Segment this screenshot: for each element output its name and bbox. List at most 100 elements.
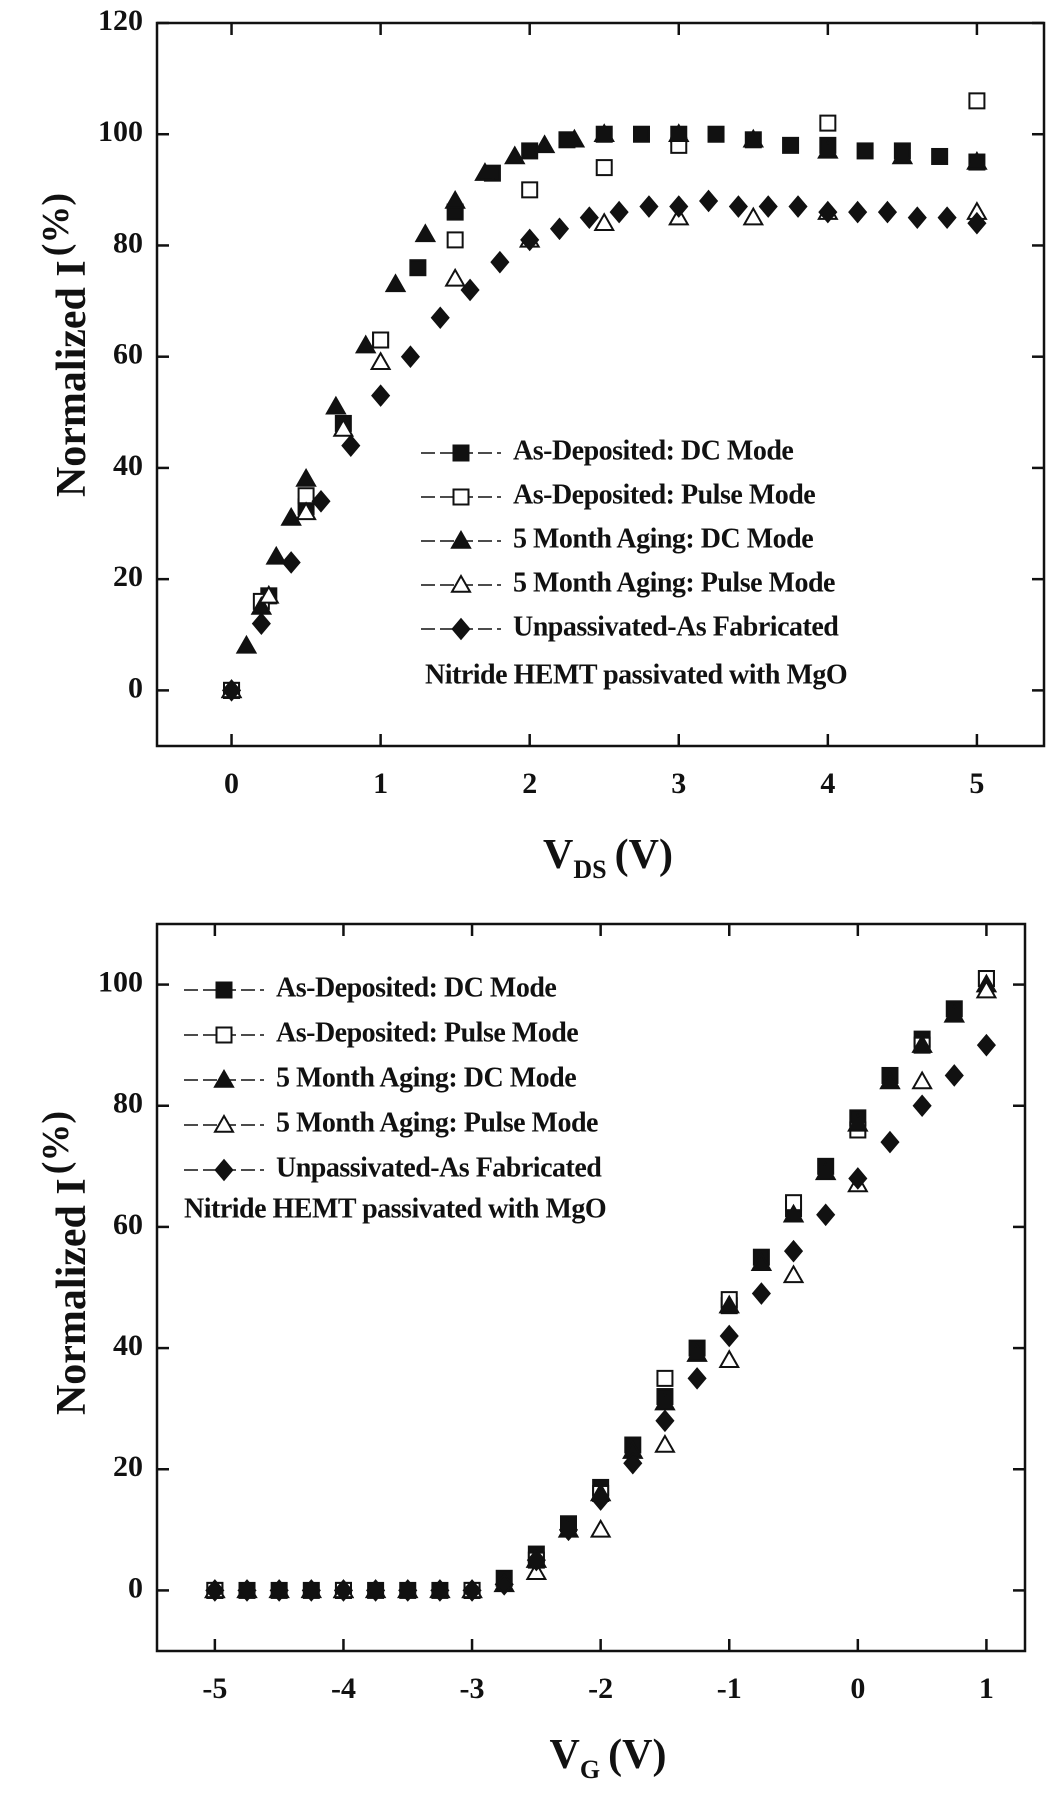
data-point — [549, 217, 570, 241]
x-tick-label: -3 — [460, 1672, 485, 1705]
data-point — [817, 139, 839, 159]
data-point — [332, 417, 355, 437]
data-point — [668, 123, 690, 142]
data-point — [490, 250, 510, 274]
data-point — [718, 1349, 740, 1368]
data-point — [848, 1167, 868, 1190]
data-point — [880, 1130, 900, 1154]
x-tick-label: 3 — [671, 767, 686, 800]
y-axis-label: Normalized I(%) — [35, 1111, 95, 1415]
data-point — [686, 1343, 708, 1362]
y-tick-label: 60 — [113, 338, 143, 371]
data-point — [372, 331, 390, 349]
data-point — [719, 1324, 739, 1348]
annotation: Nitride HEMT passivated with MgO — [425, 659, 847, 690]
x-axis-label: VDS (V) — [543, 832, 673, 884]
y-tick-label: 40 — [113, 449, 143, 482]
data-point — [558, 1518, 579, 1542]
legend-marker — [450, 529, 472, 549]
data-point — [494, 1573, 514, 1596]
legend-marker — [213, 1113, 235, 1133]
y-tick-label: 20 — [113, 560, 143, 593]
legend-label: As-Deposited: Pulse Mode — [513, 479, 815, 510]
x-tick-label: 4 — [820, 767, 835, 800]
y-axis-label: Normalized I(%) — [35, 193, 95, 497]
data-point — [818, 200, 838, 224]
data-point — [563, 128, 586, 148]
data-point — [782, 1203, 805, 1223]
data-point — [654, 1434, 676, 1453]
x-axis-label-sub: G — [580, 1755, 600, 1784]
x-tick-label: 1 — [373, 767, 388, 800]
x-tick-label: 2 — [522, 767, 537, 800]
data-point — [593, 212, 615, 231]
data-point — [400, 345, 420, 368]
data-point — [280, 506, 302, 526]
x-axis-label-unit: (V) — [608, 1732, 666, 1778]
data-point — [297, 487, 315, 505]
plot-frame — [155, 922, 1027, 1653]
data-point — [742, 128, 765, 148]
data-point — [474, 162, 496, 181]
legend-label: As-Deposited: Pulse Mode — [276, 1017, 578, 1048]
data-point — [718, 1294, 740, 1314]
data-point — [879, 1070, 901, 1090]
data-point — [814, 1161, 837, 1181]
y-tick-label: 40 — [113, 1329, 143, 1362]
legend-label: As-Deposited: DC Mode — [276, 972, 556, 1003]
data-point — [699, 189, 719, 213]
y-axis-label-unit: (%) — [35, 193, 77, 256]
y-tick-label: 120 — [98, 4, 143, 37]
data-point — [251, 612, 271, 635]
data-point — [819, 114, 837, 132]
data-point — [325, 395, 347, 415]
data-point — [235, 634, 258, 654]
data-point — [966, 151, 988, 170]
legend-marker — [452, 488, 470, 506]
y-tick-label: 100 — [98, 965, 143, 998]
data-point — [591, 1488, 611, 1511]
legend-label: 5 Month Aging: DC Mode — [276, 1062, 576, 1093]
data-point — [269, 1579, 289, 1602]
data-point — [593, 123, 615, 142]
legend-marker — [213, 1068, 235, 1088]
data-point — [258, 584, 280, 604]
data-point — [788, 195, 808, 218]
data-point — [943, 1003, 965, 1023]
data-point — [931, 147, 949, 165]
data-point — [333, 1579, 354, 1602]
y-tick-label: 20 — [113, 1450, 143, 1483]
legend-label: 5 Month Aging: DC Mode — [513, 523, 813, 554]
x-tick-label: 5 — [969, 767, 984, 800]
y-tick-label: 0 — [128, 1571, 143, 1604]
data-point — [446, 231, 464, 249]
data-point — [758, 195, 778, 218]
data-point — [504, 145, 526, 165]
data-point — [237, 1579, 257, 1602]
data-point — [430, 306, 450, 330]
annotation: Nitride HEMT passivated with MgO — [184, 1193, 606, 1224]
data-point — [856, 142, 874, 160]
data-point — [632, 125, 650, 143]
data-point — [742, 206, 765, 226]
data-point — [589, 1518, 612, 1538]
data-point — [911, 1034, 933, 1053]
data-point — [907, 206, 927, 229]
data-point — [669, 195, 689, 218]
data-point — [877, 200, 898, 224]
x-tick-label: -1 — [717, 1672, 742, 1705]
x-axis-label-unit: (V) — [615, 832, 673, 878]
data-point — [366, 1579, 386, 1602]
data-point — [937, 206, 957, 229]
data-point — [975, 979, 998, 999]
data-point — [782, 136, 800, 154]
data-point — [623, 1451, 643, 1475]
data-point — [430, 1579, 450, 1602]
x-tick-label: -4 — [331, 1672, 356, 1705]
data-point — [533, 134, 556, 154]
data-point — [847, 1112, 869, 1132]
data-point — [460, 278, 480, 302]
data-point — [311, 489, 331, 513]
data-point — [521, 181, 539, 199]
legend-label: Unpassivated-As Fabricated — [276, 1152, 602, 1183]
